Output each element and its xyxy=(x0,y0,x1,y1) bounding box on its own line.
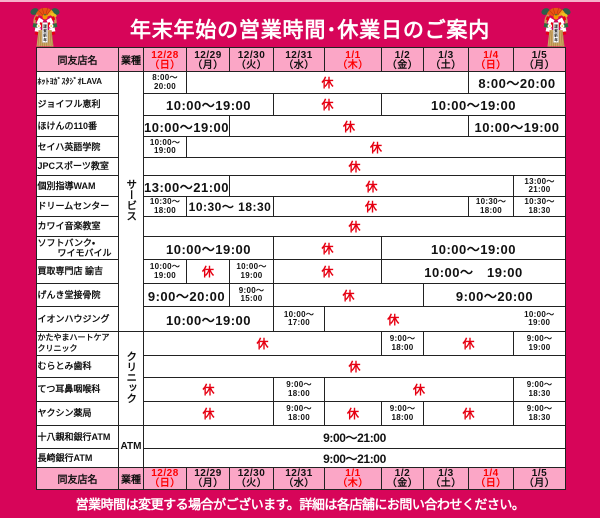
svg-text:賀: 賀 xyxy=(42,28,47,33)
svg-text:年: 年 xyxy=(43,37,47,42)
svg-text:謹: 謹 xyxy=(43,24,47,29)
svg-text:新: 新 xyxy=(42,33,47,38)
